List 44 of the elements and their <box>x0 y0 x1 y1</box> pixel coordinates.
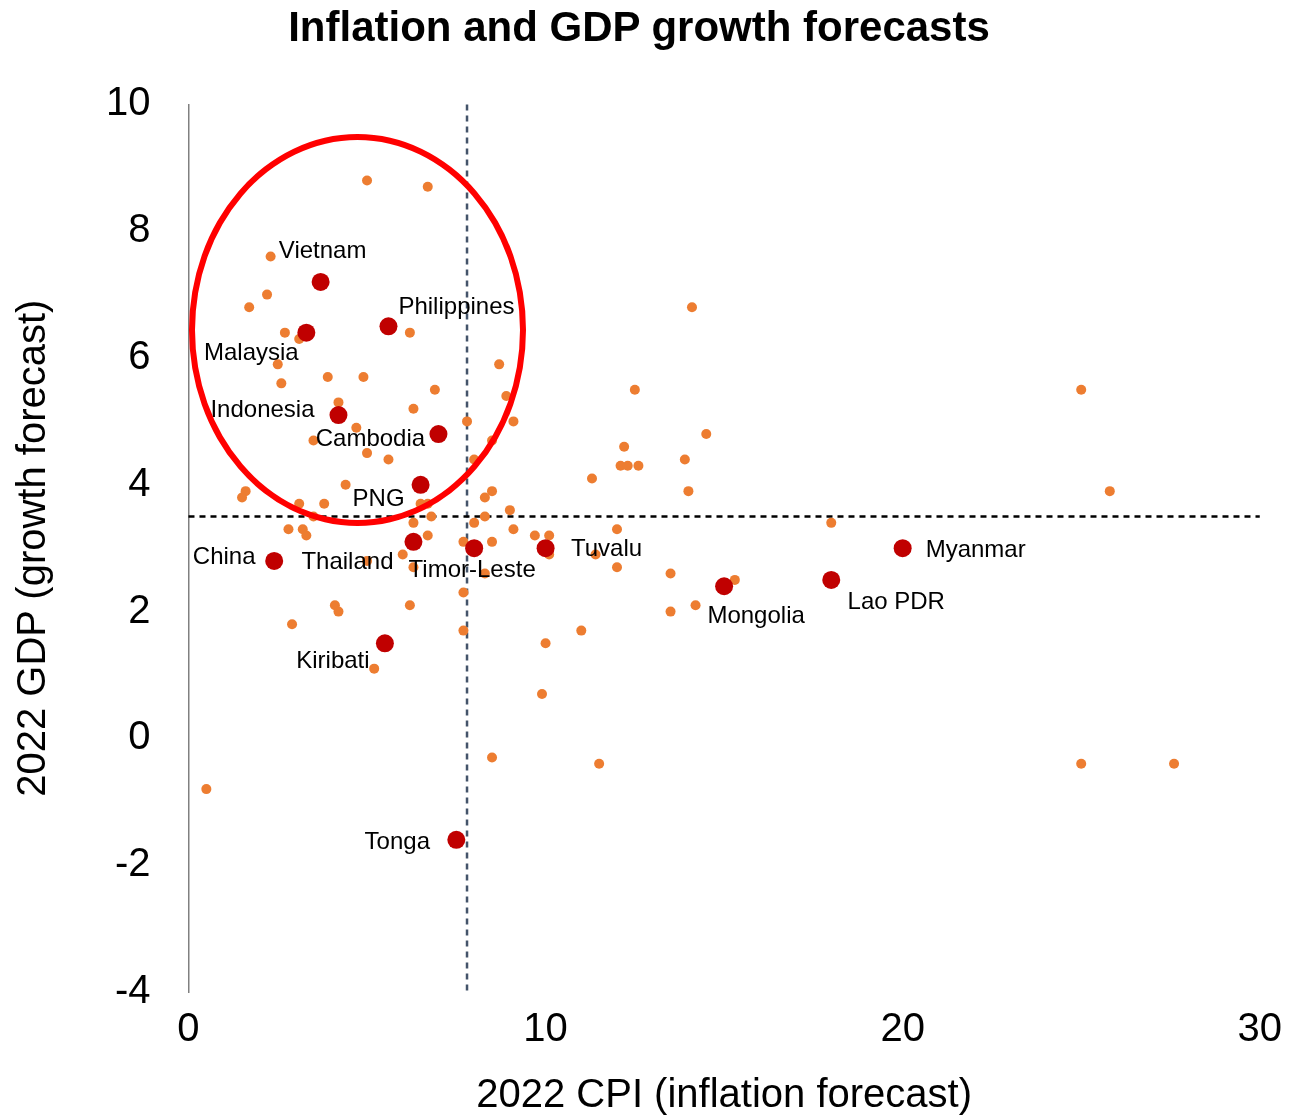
annotation: Malaysia <box>203 338 300 366</box>
y-tick-label: 2 <box>128 586 151 631</box>
y-tick-label: 4 <box>128 459 151 504</box>
x-tick-label: 0 <box>177 1005 200 1050</box>
y-tick-label: -2 <box>114 840 151 885</box>
y-tick-label: 6 <box>128 333 151 378</box>
point <box>297 323 316 342</box>
point <box>265 551 284 570</box>
annotation: Tuvalu <box>571 533 643 561</box>
annotation: Indonesia <box>210 394 316 422</box>
point <box>379 317 398 336</box>
point <box>329 406 348 425</box>
chart-title: Inflation and GDP growth forecasts <box>288 2 990 50</box>
annotation: China <box>192 541 257 569</box>
point <box>536 539 555 558</box>
x-tick-label: 20 <box>880 1005 925 1050</box>
point <box>311 272 330 291</box>
point <box>447 830 466 849</box>
y-tick-label: 10 <box>105 79 151 124</box>
point <box>375 634 394 653</box>
point <box>411 475 430 494</box>
point <box>465 539 484 558</box>
annotation: Cambodia <box>315 423 426 451</box>
annotation: Kiribati <box>296 645 370 673</box>
y-tick-label: -4 <box>114 967 151 1012</box>
annotation: PNG <box>352 484 405 512</box>
point <box>715 577 734 596</box>
y-tick-label: 8 <box>128 206 151 251</box>
y-tick-label: 0 <box>128 713 151 758</box>
x-tick-label: 10 <box>523 1005 568 1050</box>
annotation: Philippines <box>398 291 515 319</box>
annotation: Tonga <box>364 827 431 855</box>
annotation: Myanmar <box>925 534 1026 562</box>
x-tick-label: 30 <box>1237 1005 1282 1050</box>
point <box>429 425 448 444</box>
y-axis-title: 2022 GDP (growth forecast) <box>9 299 54 797</box>
annotation: Mongolia <box>707 600 806 628</box>
point <box>893 539 912 558</box>
point <box>404 532 423 551</box>
point <box>822 570 841 589</box>
annotation: Thailand <box>301 547 394 575</box>
x-axis-title: 2022 CPI (inflation forecast) <box>476 1071 973 1116</box>
annotation: Lao PDR <box>847 586 945 614</box>
annotation: Vietnam <box>278 235 367 263</box>
